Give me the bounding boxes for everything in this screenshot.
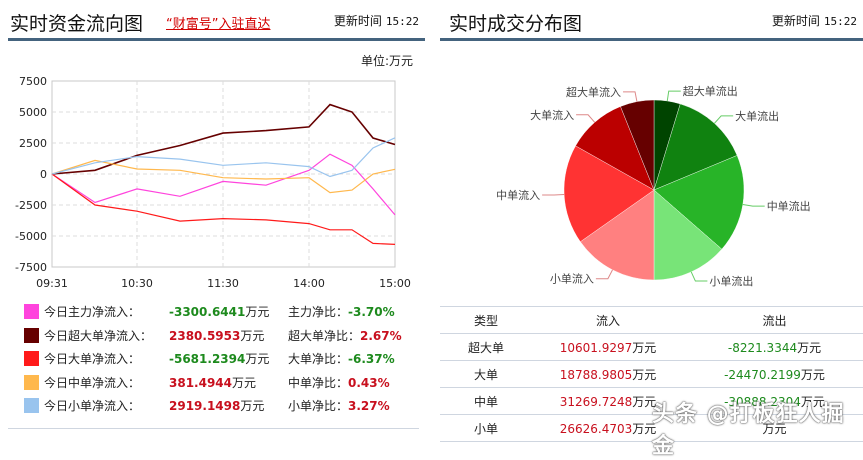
legend-item: 今日超大单净流入： 2380.5953万元 超大单净比：2.67% bbox=[24, 326, 414, 350]
update-label: 更新时间 bbox=[333, 14, 382, 28]
legend-ratio: 小单净比：3.27% bbox=[288, 399, 390, 413]
unit-label: 单位:万元 bbox=[360, 54, 413, 68]
y-tick-label: -7500 bbox=[15, 261, 47, 274]
title-divider bbox=[440, 38, 863, 41]
legend-swatch bbox=[24, 304, 39, 319]
fund-flow-panel: 实时资金流向图 “财富号”入驻直达 更新时间 15:22 单位:万元 7500 50… bbox=[0, 0, 425, 438]
row-type: 大单 bbox=[440, 360, 532, 388]
distribution-table: 类型 流入 流出 超大单 10601.9297万元 -8221.3344万元 大单… bbox=[440, 306, 863, 442]
header-type: 类型 bbox=[440, 306, 532, 334]
table-row: 中单 31269.7248万元 -30888.2304万元 bbox=[440, 387, 863, 415]
row-outflow: -24470.2199万元 bbox=[684, 360, 863, 388]
y-tick-label: -2500 bbox=[15, 199, 47, 212]
update-time: 更新时间 15:22 bbox=[334, 12, 419, 29]
pie-label: 超大单流出 bbox=[683, 84, 738, 98]
pie-slice[interactable] bbox=[563, 145, 655, 243]
promo-link[interactable]: “财富号”入驻直达 bbox=[166, 17, 271, 32]
y-tick-label: 7500 bbox=[19, 75, 47, 88]
series-line bbox=[51, 173, 396, 245]
x-tick-label: 09:31 bbox=[36, 277, 68, 290]
header-inflow: 流入 bbox=[532, 306, 684, 334]
bottom-divider bbox=[8, 428, 419, 429]
watermark: 头条 @打板狂人掘金 bbox=[652, 402, 845, 459]
panel-title: 实时资金流向图 bbox=[10, 13, 144, 35]
legend-item: 今日中单净流入： 381.4944万元 中单净比：0.43% bbox=[24, 373, 414, 397]
row-outflow: -8221.3344万元 bbox=[684, 333, 863, 361]
legend-value: -3300.6441万元 bbox=[169, 305, 270, 319]
legend-value: 381.4944万元 bbox=[169, 375, 257, 390]
row-inflow: 18788.9805万元 bbox=[532, 360, 684, 388]
series-line bbox=[51, 153, 396, 216]
legend-ratio: 主力净比：-3.70% bbox=[288, 305, 395, 319]
row-inflow: 10601.9297万元 bbox=[532, 333, 684, 361]
legend-label: 今日中单净流入： bbox=[44, 375, 141, 390]
x-tick-label: 10:30 bbox=[121, 277, 153, 290]
legend-swatch bbox=[24, 374, 39, 390]
legend-item: 今日主力净流入： -3300.6441万元 主力净比：-3.70% bbox=[24, 302, 414, 326]
update-time-value: 15:22 bbox=[385, 15, 419, 28]
row-outflow: -30888.2304万元 bbox=[684, 387, 863, 415]
y-tick-label: 2500 bbox=[19, 137, 47, 150]
legend-label: 今日大单净流入： bbox=[44, 352, 141, 366]
pie-slice[interactable] bbox=[620, 99, 655, 191]
panel-title: 实时成交分布图 bbox=[449, 13, 583, 35]
pie-label: 中单流出 bbox=[767, 199, 811, 213]
legend-ratio: 超大单净比：2.67% bbox=[288, 328, 402, 343]
legend: 今日主力净流入： -3300.6441万元 主力净比：-3.70% 今日超大单净… bbox=[24, 302, 414, 420]
row-type: 超大单 bbox=[440, 333, 532, 361]
y-tick-label: -5000 bbox=[15, 230, 47, 243]
x-tick-label: 14:00 bbox=[293, 277, 325, 290]
row-inflow: 31269.7248万元 bbox=[532, 387, 684, 415]
pie-label: 超大单流入 bbox=[566, 85, 621, 99]
series-line bbox=[51, 137, 396, 178]
legend-label: 今日超大单净流入： bbox=[44, 328, 153, 343]
pie-label: 小单流出 bbox=[709, 274, 753, 288]
table-row: 大单 18788.9805万元 -24470.2199万元 bbox=[440, 360, 863, 388]
pie-slice[interactable] bbox=[580, 189, 655, 281]
legend-ratio: 中单净比：0.43% bbox=[288, 375, 390, 390]
series-line bbox=[51, 159, 396, 194]
pie-label: 小单流入 bbox=[550, 272, 594, 286]
fund-flow-line-chart: 7500 5000 2500 0 -2500 -5000 -7500 09:31 10:30 11… bbox=[15, 75, 411, 290]
legend-label: 今日主力净流入： bbox=[44, 305, 141, 319]
series-line bbox=[51, 103, 396, 175]
y-tick-label: 5000 bbox=[19, 106, 47, 119]
pie-label: 中单流入 bbox=[496, 188, 540, 202]
pie-slice[interactable] bbox=[653, 155, 745, 250]
pie-slice[interactable] bbox=[653, 103, 738, 191]
update-label: 更新时间 bbox=[771, 14, 820, 28]
header-outflow: 流出 bbox=[684, 306, 863, 334]
legend-swatch bbox=[24, 327, 39, 343]
pie-label: 大单流入 bbox=[530, 108, 574, 122]
y-tick-label: 0 bbox=[40, 168, 47, 181]
legend-value: 2919.1498万元 bbox=[169, 399, 265, 413]
row-outflow: 万元 bbox=[684, 414, 863, 442]
x-tick-label: 15:00 bbox=[379, 277, 411, 290]
legend-value: -5681.2394万元 bbox=[169, 352, 270, 366]
legend-value: 2380.5953万元 bbox=[169, 328, 265, 343]
pie-label: 大单流出 bbox=[735, 109, 779, 123]
legend-swatch bbox=[24, 351, 39, 366]
title-divider bbox=[8, 38, 425, 41]
legend-swatch bbox=[24, 398, 39, 413]
row-type: 中单 bbox=[440, 387, 532, 415]
legend-ratio: 大单净比：-6.37% bbox=[288, 352, 395, 366]
x-tick-label: 11:30 bbox=[207, 277, 239, 290]
row-type: 小单 bbox=[440, 414, 532, 442]
legend-item: 今日大单净流入： -5681.2394万元 大单净比：-6.37% bbox=[24, 349, 414, 373]
legend-label: 今日小单净流入： bbox=[44, 399, 141, 413]
table-row: 超大单 10601.9297万元 -8221.3344万元 bbox=[440, 333, 863, 361]
legend-item: 今日小单净流入： 2919.1498万元 小单净比：3.27% bbox=[24, 396, 414, 420]
update-time-value: 15:22 bbox=[823, 15, 857, 28]
table-header-row: 类型 流入 流出 bbox=[440, 306, 863, 334]
update-time: 更新时间 15:22 bbox=[772, 12, 857, 29]
trade-distribution-panel: 实时成交分布图 更新时间 15:22 超大单流出 大单流出 中单流出 小单流出 小单流入中… bbox=[438, 0, 863, 442]
